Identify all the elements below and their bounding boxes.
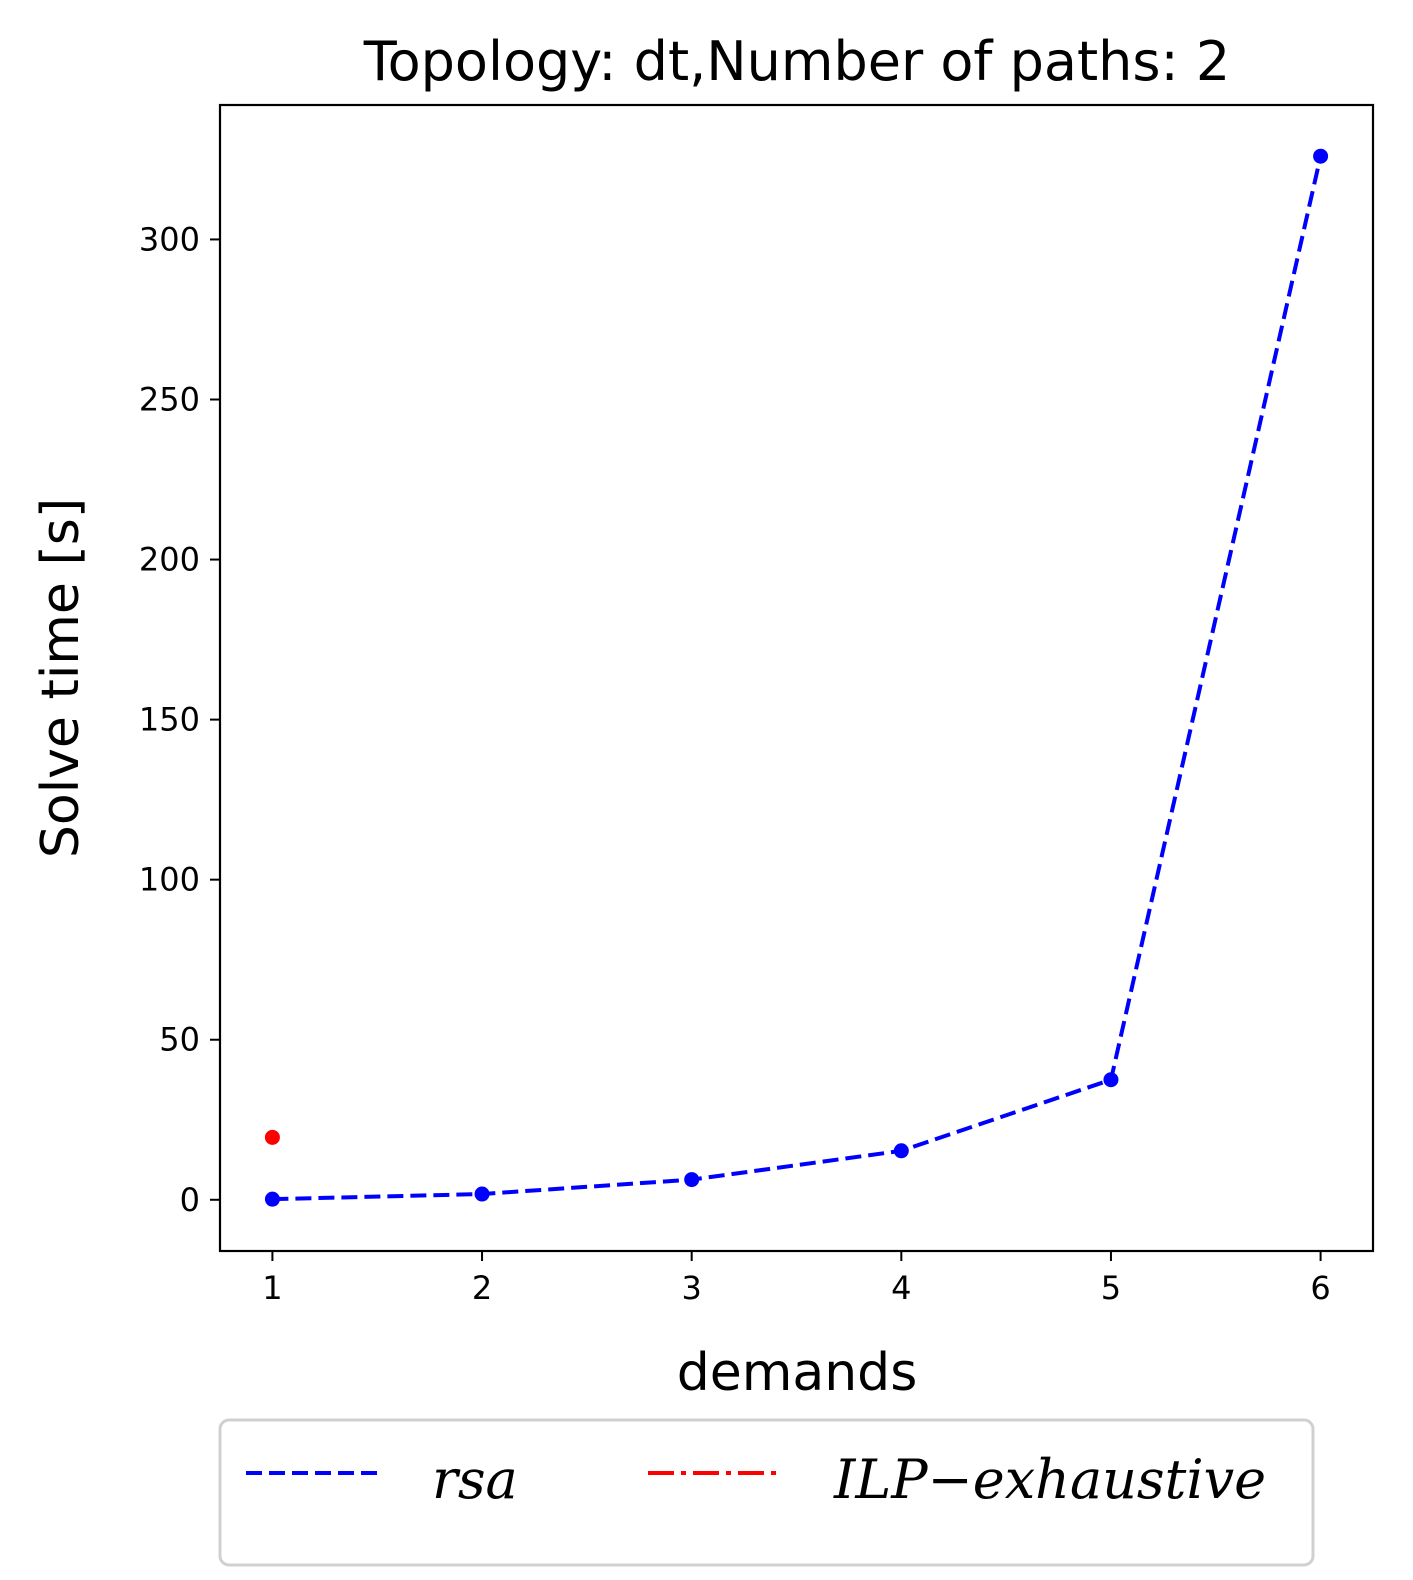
data-point-ilp-exhaustive (264, 1129, 280, 1145)
x-tick-label: 3 (682, 1269, 702, 1307)
x-tick-label: 6 (1310, 1269, 1330, 1307)
series-line-rsa (272, 155, 1323, 1202)
x-axis: 1 2 3 4 5 6 (262, 1251, 1331, 1307)
plot-area (264, 148, 1329, 1207)
data-point-rsa (1103, 1072, 1119, 1088)
legend-label-ilp-exhaustive: ILP−exhaustive (833, 1448, 1266, 1511)
chart-title: Topology: dt,Number of paths: 2 (363, 30, 1230, 93)
plot-frame (218, 103, 1375, 1253)
data-point-rsa (264, 1191, 280, 1207)
y-axis: 0 50 100 150 200 250 300 (139, 220, 220, 1219)
data-point-rsa (474, 1186, 490, 1202)
y-tick-label: 300 (139, 220, 200, 258)
x-tick-label: 1 (262, 1269, 282, 1307)
y-tick-label: 250 (139, 381, 200, 419)
y-axis-label: Solve time [s] (31, 498, 91, 858)
x-tick-label: 4 (891, 1269, 911, 1307)
legend-label-rsa: rsa (432, 1448, 518, 1511)
y-tick-label: 150 (139, 701, 200, 739)
y-tick-label: 50 (159, 1021, 200, 1059)
data-point-rsa (1313, 148, 1329, 164)
y-tick-label: 0 (180, 1181, 200, 1219)
y-tick-label: 100 (139, 861, 200, 899)
legend: rsa ILP−exhaustive (218, 1418, 1315, 1567)
data-point-rsa (893, 1143, 909, 1159)
data-point-rsa (684, 1172, 700, 1188)
y-tick-label: 200 (139, 541, 200, 579)
legend-box (218, 1418, 1315, 1567)
x-tick-label: 5 (1101, 1269, 1121, 1307)
x-tick-label: 2 (472, 1269, 492, 1307)
x-axis-label: demands (677, 1343, 918, 1403)
